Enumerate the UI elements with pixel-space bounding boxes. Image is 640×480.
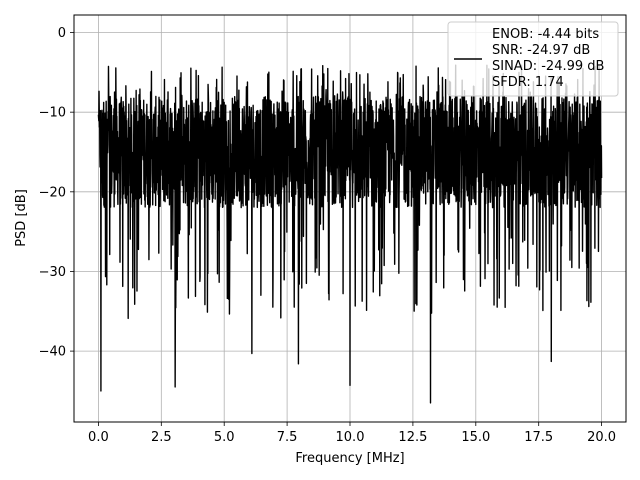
legend-snr: SNR: -24.97 dB	[492, 43, 590, 58]
legend-sfdr: SFDR: 1.74	[492, 75, 564, 90]
x-tick-label: 12.5	[398, 430, 427, 445]
legend-box	[447, 21, 619, 97]
y-axis: 0 −10 −20 −30 −40	[39, 26, 74, 360]
x-axis-label: Frequency [MHz]	[295, 451, 404, 466]
x-tick-label: 10.0	[336, 430, 365, 445]
legend-enob: ENOB: -4.44 bits	[492, 27, 599, 42]
series-layer	[97, 64, 603, 404]
y-tick-label: −40	[39, 345, 66, 360]
legend-sinad: SINAD: -24.99 dB	[492, 59, 604, 74]
psd-series-line	[97, 64, 603, 404]
y-tick-label: −10	[39, 106, 66, 121]
x-tick-label: 20.0	[587, 430, 616, 445]
x-tick-label: 0.0	[88, 430, 109, 445]
legend: ENOB: -4.44 bits SNR: -24.97 dB SINAD: -…	[447, 21, 619, 97]
y-tick-label: −30	[39, 265, 66, 280]
x-tick-label: 5.0	[214, 430, 235, 445]
y-tick-label: 0	[58, 26, 66, 41]
x-tick-label: 15.0	[461, 430, 490, 445]
x-tick-label: 7.5	[277, 430, 298, 445]
x-tick-label: 2.5	[151, 430, 172, 445]
x-axis: 0.0 2.5 5.0 7.5 10.0 12.5 15.0 17.5 20.0	[88, 422, 616, 445]
y-tick-label: −20	[39, 185, 66, 200]
y-axis-label: PSD [dB]	[14, 189, 29, 247]
x-tick-label: 17.5	[524, 430, 553, 445]
